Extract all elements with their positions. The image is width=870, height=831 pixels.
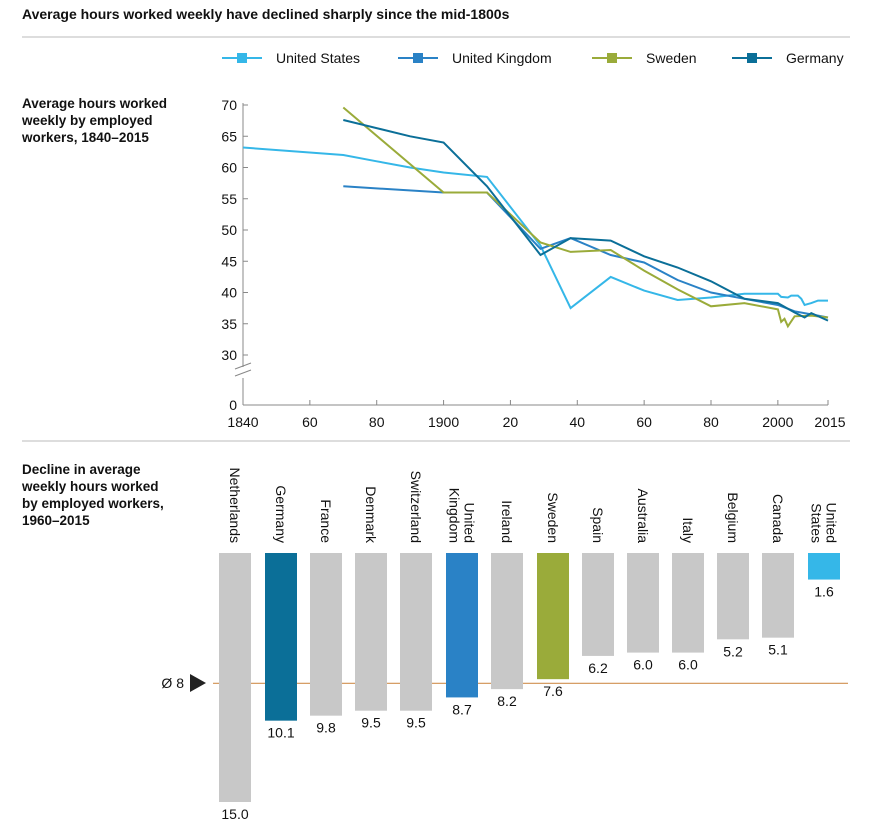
y-tick-label: 50 — [221, 222, 237, 238]
x-tick-label: 40 — [569, 414, 585, 430]
x-tick-label: 20 — [503, 414, 519, 430]
line-chart-title: Average hours worked weekly by employed … — [21, 96, 171, 145]
category-label: Belgium — [725, 492, 741, 543]
bar — [627, 553, 659, 653]
bar — [310, 553, 342, 716]
category-label: States — [809, 503, 825, 543]
bar-value-label: 6.0 — [633, 657, 653, 673]
x-tick-label: 60 — [636, 414, 652, 430]
category-label: Australia — [635, 489, 651, 544]
bar-value-label: 9.5 — [406, 715, 426, 731]
bar-value-label: 10.1 — [267, 725, 294, 741]
bar — [446, 553, 478, 698]
y-tick-label: 55 — [221, 191, 237, 207]
category-label: Germany — [273, 485, 289, 543]
category-label: Spain — [590, 507, 606, 543]
bar-value-label: 9.8 — [316, 720, 336, 736]
category-label: Italy — [680, 517, 696, 543]
x-tick-label: 1840 — [227, 414, 258, 430]
bar-value-label: 7.6 — [543, 683, 563, 699]
x-tick-label: 80 — [369, 414, 385, 430]
axis-break — [234, 369, 252, 377]
bar — [491, 553, 523, 690]
bar-chart-title: Decline in average weekly hours worked b… — [21, 462, 168, 528]
series-line-united-states — [242, 146, 828, 310]
y-tick-label: 45 — [221, 253, 237, 269]
legend-label: United States — [276, 50, 360, 66]
bar-value-label: 5.2 — [723, 643, 743, 659]
series-line-sweden — [342, 106, 829, 329]
bar — [582, 553, 614, 656]
average-label: Ø 8 — [161, 675, 184, 691]
category-label: Denmark — [363, 486, 379, 544]
bar-chart: Ø 8 15.0 Netherlands 10.1 Germany 9.8 France 9.… — [161, 468, 848, 822]
category-label: United — [462, 503, 478, 543]
series-line-germany — [343, 119, 829, 322]
legend-label: Sweden — [646, 50, 697, 66]
x-tick-label: 2015 — [814, 414, 845, 430]
bar — [219, 553, 251, 802]
y-tick-label: 65 — [221, 128, 237, 144]
y-tick-label: 60 — [221, 160, 237, 176]
bar — [672, 553, 704, 653]
category-label: Canada — [770, 494, 786, 543]
y-tick-label: 35 — [221, 316, 237, 332]
x-tick-label: 60 — [302, 414, 318, 430]
legend-marker — [237, 53, 247, 63]
bar-value-label: 8.7 — [452, 701, 472, 717]
category-label: Sweden — [545, 492, 561, 543]
category-label: Netherlands — [227, 468, 243, 544]
y-tick-label: 30 — [221, 347, 237, 363]
bar-value-label: 9.5 — [361, 715, 381, 731]
category-label: Ireland — [499, 500, 515, 543]
y-tick-label: 0 — [229, 397, 237, 413]
y-tick-label: 40 — [221, 285, 237, 301]
bar — [717, 553, 749, 640]
bar — [808, 553, 840, 580]
category-label: France — [318, 499, 334, 543]
legend-label: Germany — [786, 50, 844, 66]
bar — [537, 553, 569, 680]
line-chart: 0 30 35 40 45 50 55 60 65 70 1840 60 80 1900 20 40 60 80 2… — [221, 97, 845, 430]
legend-marker — [747, 53, 757, 63]
bar — [355, 553, 387, 711]
x-tick-label: 80 — [703, 414, 719, 430]
bar-value-label: 8.2 — [497, 693, 517, 709]
axis-break — [234, 362, 252, 370]
legend-label: United Kingdom — [452, 50, 552, 66]
average-marker-icon — [190, 674, 206, 692]
legend: United States United Kingdom Sweden Germany — [222, 50, 844, 66]
bar — [400, 553, 432, 711]
bar-value-label: 5.1 — [768, 642, 788, 658]
category-label: United — [824, 503, 840, 543]
page-title: Average hours worked weekly have decline… — [22, 6, 510, 22]
bar-value-label: 6.2 — [588, 660, 608, 676]
bar-value-label: 1.6 — [814, 584, 834, 600]
bar — [265, 553, 297, 721]
category-label: Kingdom — [447, 488, 463, 543]
x-tick-label: 1900 — [428, 414, 459, 430]
legend-marker — [413, 53, 423, 63]
legend-marker — [607, 53, 617, 63]
category-label: Switzerland — [408, 471, 424, 543]
bar-value-label: 6.0 — [678, 657, 698, 673]
y-tick-label: 70 — [221, 97, 237, 113]
bar — [762, 553, 794, 638]
bar-value-label: 15.0 — [221, 806, 248, 822]
x-tick-label: 2000 — [762, 414, 793, 430]
